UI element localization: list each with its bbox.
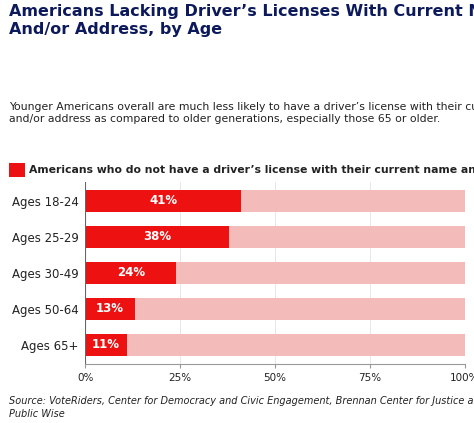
Bar [85,262,176,283]
Bar [85,226,465,248]
Bar [85,262,465,283]
Text: Younger Americans overall are much less likely to have a driver’s license with t: Younger Americans overall are much less … [9,102,474,124]
Text: Americans Lacking Driver’s Licenses With Current Name
And/or Address, by Age: Americans Lacking Driver’s Licenses With… [9,4,474,37]
Text: 13%: 13% [96,302,124,315]
Text: 38%: 38% [143,231,172,243]
Bar [85,334,127,355]
Text: 24%: 24% [117,266,145,279]
Bar [85,298,135,319]
Text: 41%: 41% [149,195,177,207]
Bar [85,190,465,212]
Text: 11%: 11% [92,338,120,351]
Text: Source: VoteRiders, Center for Democracy and Civic Engagement, Brennan Center fo: Source: VoteRiders, Center for Democracy… [9,396,474,419]
Bar [85,298,465,319]
Bar [85,334,465,355]
Text: Americans who do not have a driver’s license with their current name and/or addr: Americans who do not have a driver’s lic… [29,165,474,175]
Bar [85,190,241,212]
Bar [85,226,229,248]
